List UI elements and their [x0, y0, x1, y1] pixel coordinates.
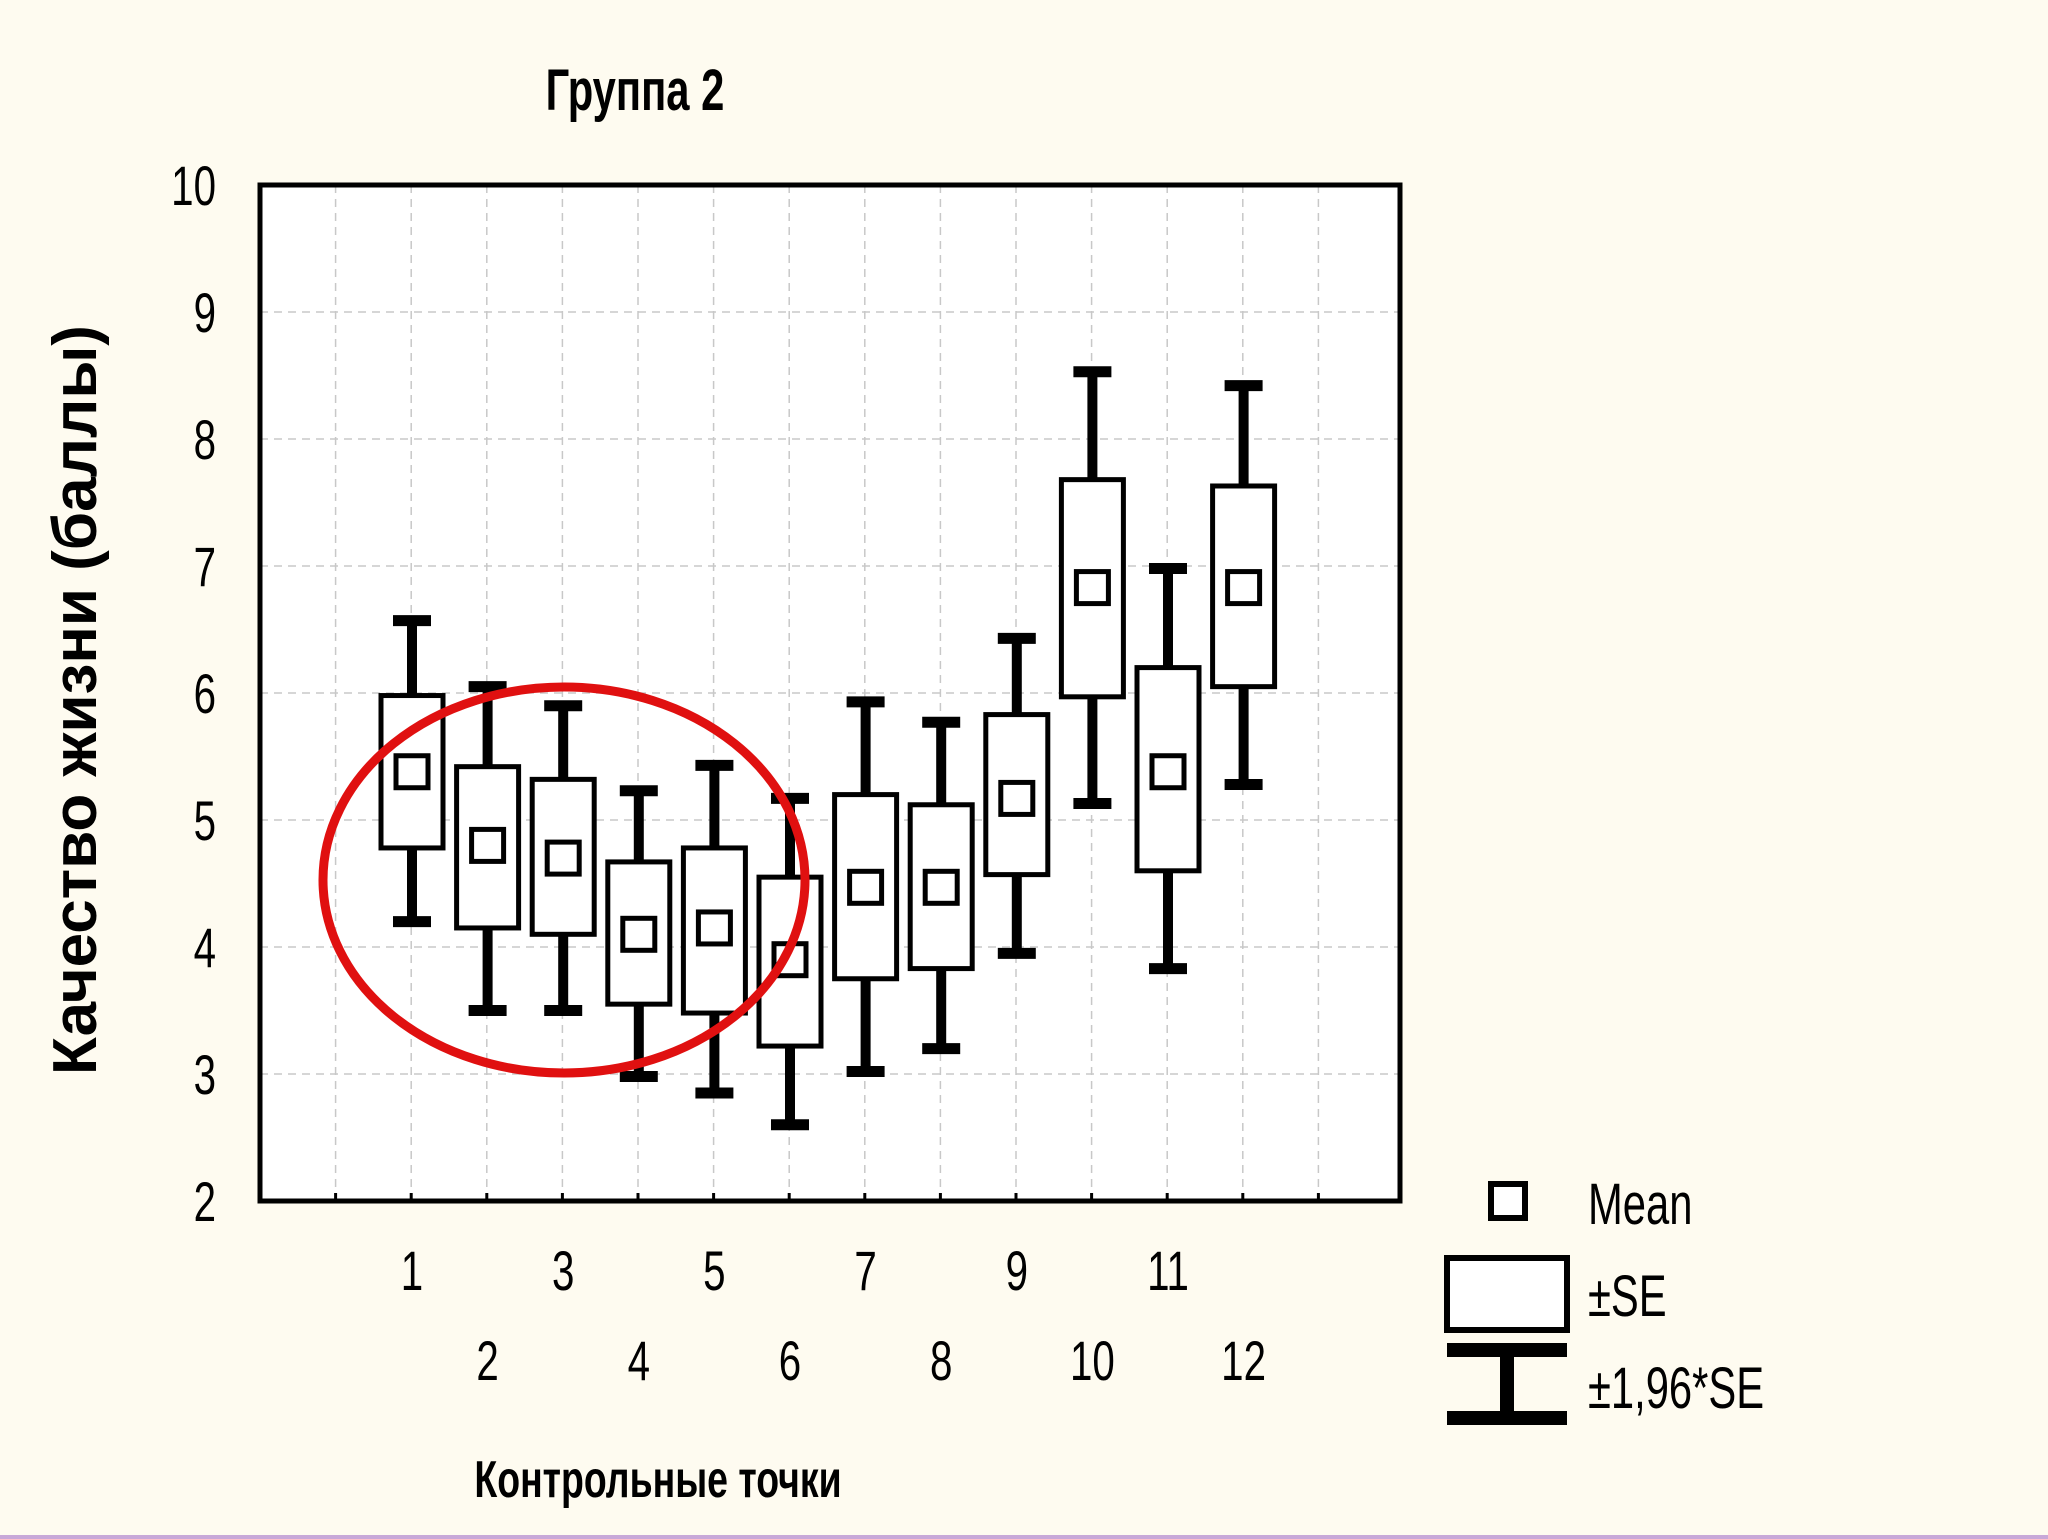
- y-tick-label: 7: [194, 537, 216, 599]
- x-tick-label: 1: [401, 1241, 423, 1303]
- plot-marks: [378, 366, 1278, 1131]
- bottom-border: [0, 1535, 2048, 1539]
- mean-marker: [847, 868, 885, 906]
- box-group: [756, 792, 824, 1131]
- box-group: [1134, 563, 1202, 975]
- plot-frame: [257, 182, 1403, 1204]
- x-tick-label: 11: [1147, 1241, 1189, 1303]
- legend-se-icon: [1444, 1255, 1570, 1333]
- mean-marker: [1149, 753, 1187, 791]
- x-tick-label: 12: [1221, 1331, 1266, 1393]
- mean-marker: [469, 826, 507, 864]
- box-group: [832, 696, 900, 1077]
- box-group: [1058, 366, 1126, 809]
- x-tick-label: 3: [552, 1241, 574, 1303]
- x-tick-label: 2: [476, 1331, 498, 1393]
- highlight-ellipse: [318, 682, 810, 1078]
- x-tick-label: 8: [930, 1331, 952, 1393]
- chart-title: Группа 2: [546, 57, 725, 122]
- box-group: [907, 716, 975, 1055]
- x-axis-label: Контрольные точки: [474, 1450, 841, 1509]
- y-tick-label: 6: [194, 664, 216, 726]
- y-axis-label: Качество жизни (баллы): [41, 325, 110, 1075]
- legend: Mean ±SE ±1,96*SE: [1444, 1171, 1764, 1425]
- y-tick-label: 9: [194, 283, 216, 345]
- x-tick-label: 10: [1070, 1331, 1115, 1393]
- legend-mean-icon: [1488, 1181, 1528, 1221]
- mean-marker: [922, 868, 960, 906]
- mean-marker: [998, 779, 1036, 817]
- y-tick-label: 5: [194, 791, 216, 853]
- mean-marker: [393, 753, 431, 791]
- y-tick-label: 4: [194, 918, 216, 980]
- box-group: [529, 700, 597, 1016]
- box-group: [680, 759, 748, 1099]
- legend-se-label: ±SE: [1588, 1263, 1667, 1328]
- legend-mean-label: Mean: [1588, 1171, 1692, 1236]
- box-group: [1210, 380, 1278, 790]
- box-group: [983, 632, 1051, 959]
- x-tick-label: 7: [854, 1241, 876, 1303]
- box-group: [605, 785, 673, 1083]
- y-tick-label: 10: [171, 156, 216, 218]
- x-tick-label: 5: [703, 1241, 725, 1303]
- mean-marker: [1225, 569, 1263, 607]
- legend-ci-label: ±1,96*SE: [1588, 1355, 1764, 1420]
- y-tick-label: 8: [194, 410, 216, 472]
- y-tick-label: 3: [194, 1045, 216, 1107]
- box-group: [454, 681, 522, 1016]
- x-tick-label: 9: [1006, 1241, 1028, 1303]
- se-box: [680, 845, 748, 1016]
- legend-ci-icon: [1447, 1343, 1567, 1425]
- mean-marker: [620, 915, 658, 953]
- y-tick-labels: 2 3 4 5 6 7 8 9 10: [171, 156, 216, 1234]
- mean-marker: [544, 839, 582, 877]
- mean-marker: [695, 909, 733, 947]
- mean-marker: [1073, 569, 1111, 607]
- y-tick-label: 2: [194, 1172, 216, 1234]
- x-tick-label: 4: [628, 1331, 650, 1393]
- x-tick-label: 6: [779, 1331, 801, 1393]
